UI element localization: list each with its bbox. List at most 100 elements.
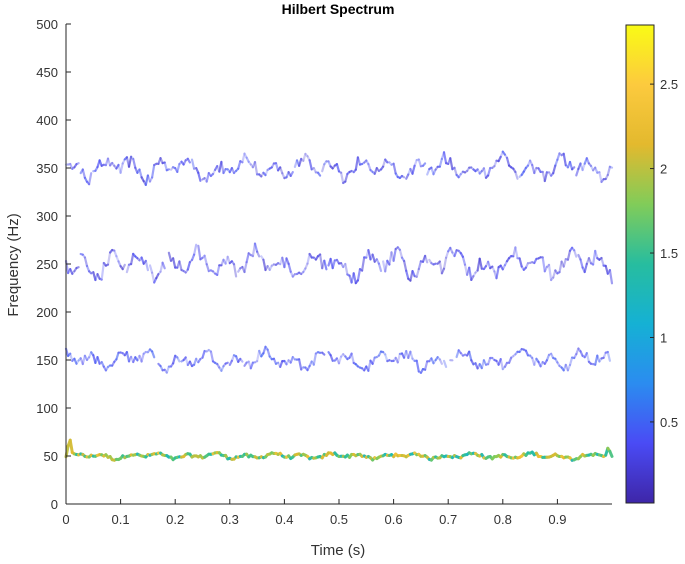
trace-segment	[300, 366, 305, 371]
trace-segment	[358, 162, 364, 166]
trace-segment	[289, 171, 294, 177]
trace-segment	[178, 260, 183, 272]
trace-segment	[247, 160, 252, 166]
trace-segment	[291, 273, 296, 278]
trace-segment	[442, 359, 448, 368]
trace-segment	[230, 167, 236, 175]
trace-segment	[125, 351, 131, 363]
trace-segment	[323, 259, 328, 271]
trace-segment	[329, 165, 334, 170]
trace-segment	[218, 160, 223, 173]
trace-segment	[585, 157, 591, 165]
trace-segment	[461, 255, 467, 266]
trace-segment	[104, 157, 110, 167]
trace-segment	[79, 168, 84, 175]
trace-segment	[155, 273, 160, 280]
trace-segment	[207, 269, 212, 273]
trace-segment	[111, 248, 116, 252]
trace-segment	[415, 158, 420, 162]
trace-segment	[579, 258, 584, 269]
trace-segment	[344, 262, 349, 276]
trace-segment	[415, 268, 420, 278]
trace-segment	[573, 353, 578, 360]
trace-segment	[455, 173, 460, 179]
trace-segment	[205, 172, 210, 183]
trace-segment	[182, 159, 187, 166]
trace-segment	[148, 264, 154, 274]
trace-segment	[253, 242, 259, 253]
trace-segment	[587, 257, 593, 265]
trace-segment	[428, 166, 433, 171]
trace-segment	[489, 265, 494, 270]
trace-segment	[528, 354, 534, 359]
trace-segment	[253, 360, 259, 364]
trace-segment	[239, 357, 244, 363]
trace-segment	[335, 357, 341, 365]
trace-segment	[537, 256, 542, 260]
trace-segment	[554, 158, 559, 167]
trace-segment	[220, 365, 225, 372]
trace-segment	[384, 353, 389, 363]
trace-segment	[451, 166, 456, 171]
trace-segment	[163, 161, 168, 172]
trace-segment	[300, 270, 305, 276]
trace-segment	[337, 355, 343, 365]
trace-segment	[474, 362, 479, 370]
trace-segment	[531, 356, 536, 366]
colorbar-tick-label: 1.5	[660, 246, 678, 261]
trace-segment	[68, 438, 74, 454]
trace-segment	[302, 267, 307, 274]
trace-segment	[268, 264, 273, 271]
trace-segment	[130, 252, 135, 266]
trace-segment	[453, 166, 458, 176]
trace-segment	[199, 256, 204, 261]
trace-segment	[545, 263, 551, 268]
trace-segment	[270, 263, 275, 267]
y-tick-label: 0	[51, 497, 58, 512]
trace-segment	[75, 266, 80, 270]
x-tick-label: 0.6	[385, 512, 403, 527]
trace-segment	[174, 354, 179, 359]
trace-segment	[438, 358, 443, 365]
trace-segment	[340, 353, 345, 358]
trace-segment	[136, 354, 141, 362]
trace-segment	[279, 166, 284, 175]
trace-segment	[478, 363, 483, 370]
trace-segment	[556, 152, 561, 161]
trace-segment	[583, 157, 588, 165]
trace-segment	[136, 168, 141, 174]
trace-segment	[386, 259, 391, 266]
trace-segment	[417, 260, 422, 271]
trace-segment	[291, 356, 296, 361]
trace-segment	[554, 357, 559, 364]
trace-segment	[531, 163, 536, 175]
trace-segment	[533, 257, 538, 265]
trace-segment	[228, 167, 233, 174]
trace-segment	[585, 257, 591, 265]
trace-segment	[549, 276, 555, 282]
trace-segment	[201, 177, 206, 181]
trace-segment	[151, 163, 156, 179]
trace-segment	[501, 150, 506, 156]
trace-segment	[497, 155, 502, 163]
x-tick-label: 0.4	[275, 512, 293, 527]
trace-segment	[405, 173, 410, 180]
trace-segment	[298, 358, 303, 371]
trace-segment	[245, 156, 250, 163]
x-tick-label: 0.9	[548, 512, 566, 527]
y-tick-label: 450	[36, 65, 58, 80]
trace-segment	[167, 251, 173, 262]
trace-segment	[403, 259, 408, 272]
trace-segment	[463, 169, 469, 174]
trace-segment	[608, 165, 614, 169]
trace-segment	[398, 248, 404, 259]
trace-segment	[373, 167, 378, 175]
trace-segment	[182, 269, 187, 274]
trace-segment	[379, 165, 385, 171]
x-axis-label: Time (s)	[311, 542, 365, 559]
trace-segment	[190, 158, 196, 170]
trace-segment	[379, 350, 385, 354]
trace-segment	[432, 262, 437, 266]
trace-segment	[222, 168, 227, 175]
trace-segment	[308, 360, 313, 368]
